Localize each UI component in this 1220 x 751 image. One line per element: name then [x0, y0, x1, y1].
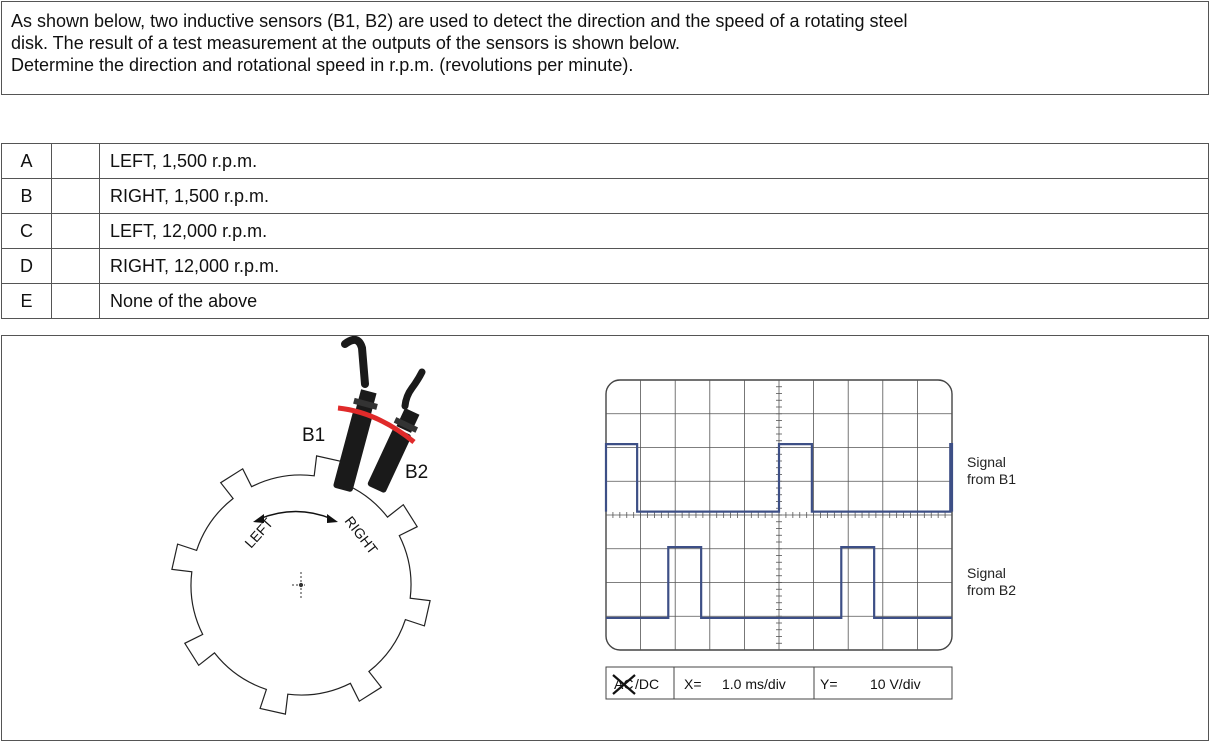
- figure-canvas: LEFT RIGHT B1 B2: [171, 336, 1016, 715]
- trace-signal-b2: [606, 545, 952, 620]
- option-row-e[interactable]: E None of the above: [1, 283, 1209, 319]
- option-answer-cell[interactable]: [51, 283, 100, 319]
- option-letter: C: [1, 213, 52, 249]
- sensor-b2-body: [367, 428, 411, 493]
- option-answer-cell[interactable]: [51, 248, 100, 284]
- question-text-line-1: As shown below, two inductive sensors (B…: [11, 11, 908, 31]
- sensor-b1-label: B1: [302, 425, 325, 446]
- sensor-b2: B2: [367, 368, 428, 493]
- signal-b1-label-line-1: Signal: [967, 454, 1006, 470]
- toothed-disk-outline: [171, 455, 431, 715]
- signal-b1-label-line-2: from B1: [967, 471, 1016, 487]
- left-direction-label: LEFT: [241, 515, 276, 551]
- scope-scale-readout: AC /DC X= 1.0 ms/div Y= 10 V/div: [605, 666, 953, 700]
- trace-signal-b1: [604, 443, 954, 513]
- rotation-arrow: [258, 510, 333, 520]
- option-row-c[interactable]: C LEFT, 12,000 r.p.m.: [1, 213, 1209, 249]
- option-text: None of the above: [99, 283, 1209, 319]
- question-box: As shown below, two inductive sensors (B…: [1, 1, 1209, 95]
- option-row-d[interactable]: D RIGHT, 12,000 r.p.m.: [1, 248, 1209, 284]
- signal-b2-label-line-2: from B2: [967, 582, 1016, 598]
- option-text: LEFT, 12,000 r.p.m.: [99, 213, 1209, 249]
- sensor-b2-label: B2: [405, 462, 428, 483]
- sensor-b1: B1: [302, 336, 378, 492]
- option-letter: B: [1, 178, 52, 214]
- y-scale-label: Y=: [820, 676, 838, 692]
- coupling-dc: /DC: [635, 676, 659, 692]
- sensor-b2-cable: [401, 368, 426, 410]
- option-answer-cell[interactable]: [51, 178, 100, 214]
- sensor-b1-collar: [353, 397, 378, 410]
- y-scale-value: 10 V/div: [870, 676, 921, 692]
- steel-disk: LEFT RIGHT: [171, 455, 431, 715]
- sensor-b1-body: [333, 410, 373, 492]
- sensor-mounting-band: [337, 405, 416, 444]
- x-scale-value: 1.0 ms/div: [722, 676, 786, 692]
- question-text-line-3: Determine the direction and rotational s…: [11, 55, 634, 75]
- scale-box: [605, 666, 953, 700]
- option-row-b[interactable]: B RIGHT, 1,500 r.p.m.: [1, 178, 1209, 214]
- strikethrough-cross-icon: [612, 674, 636, 695]
- option-letter: E: [1, 283, 52, 319]
- option-letter: D: [1, 248, 52, 284]
- x-scale-label: X=: [684, 676, 702, 692]
- disk-center-mark: [292, 572, 305, 598]
- answer-options-table: A LEFT, 1,500 r.p.m. B RIGHT, 1,500 r.p.…: [1, 143, 1209, 319]
- rotation-arrow-right-head: [327, 514, 338, 523]
- option-text: LEFT, 1,500 r.p.m.: [99, 143, 1209, 179]
- figure-box: LEFT RIGHT B1 B2: [1, 335, 1209, 741]
- option-row-a[interactable]: A LEFT, 1,500 r.p.m.: [1, 143, 1209, 179]
- sensor-b2-collar: [393, 417, 419, 433]
- option-text: RIGHT, 1,500 r.p.m.: [99, 178, 1209, 214]
- right-direction-label: RIGHT: [342, 513, 382, 558]
- option-answer-cell[interactable]: [51, 213, 100, 249]
- option-letter: A: [1, 143, 52, 179]
- rotation-arrow-left-head: [253, 514, 264, 523]
- option-answer-cell[interactable]: [51, 143, 100, 179]
- signal-b2-label-line-1: Signal: [967, 565, 1006, 581]
- question-text-line-2: disk. The result of a test measurement a…: [11, 33, 681, 53]
- option-text: RIGHT, 12,000 r.p.m.: [99, 248, 1209, 284]
- sensor-b1-cable: [341, 336, 369, 388]
- oscilloscope-screen: [604, 379, 954, 651]
